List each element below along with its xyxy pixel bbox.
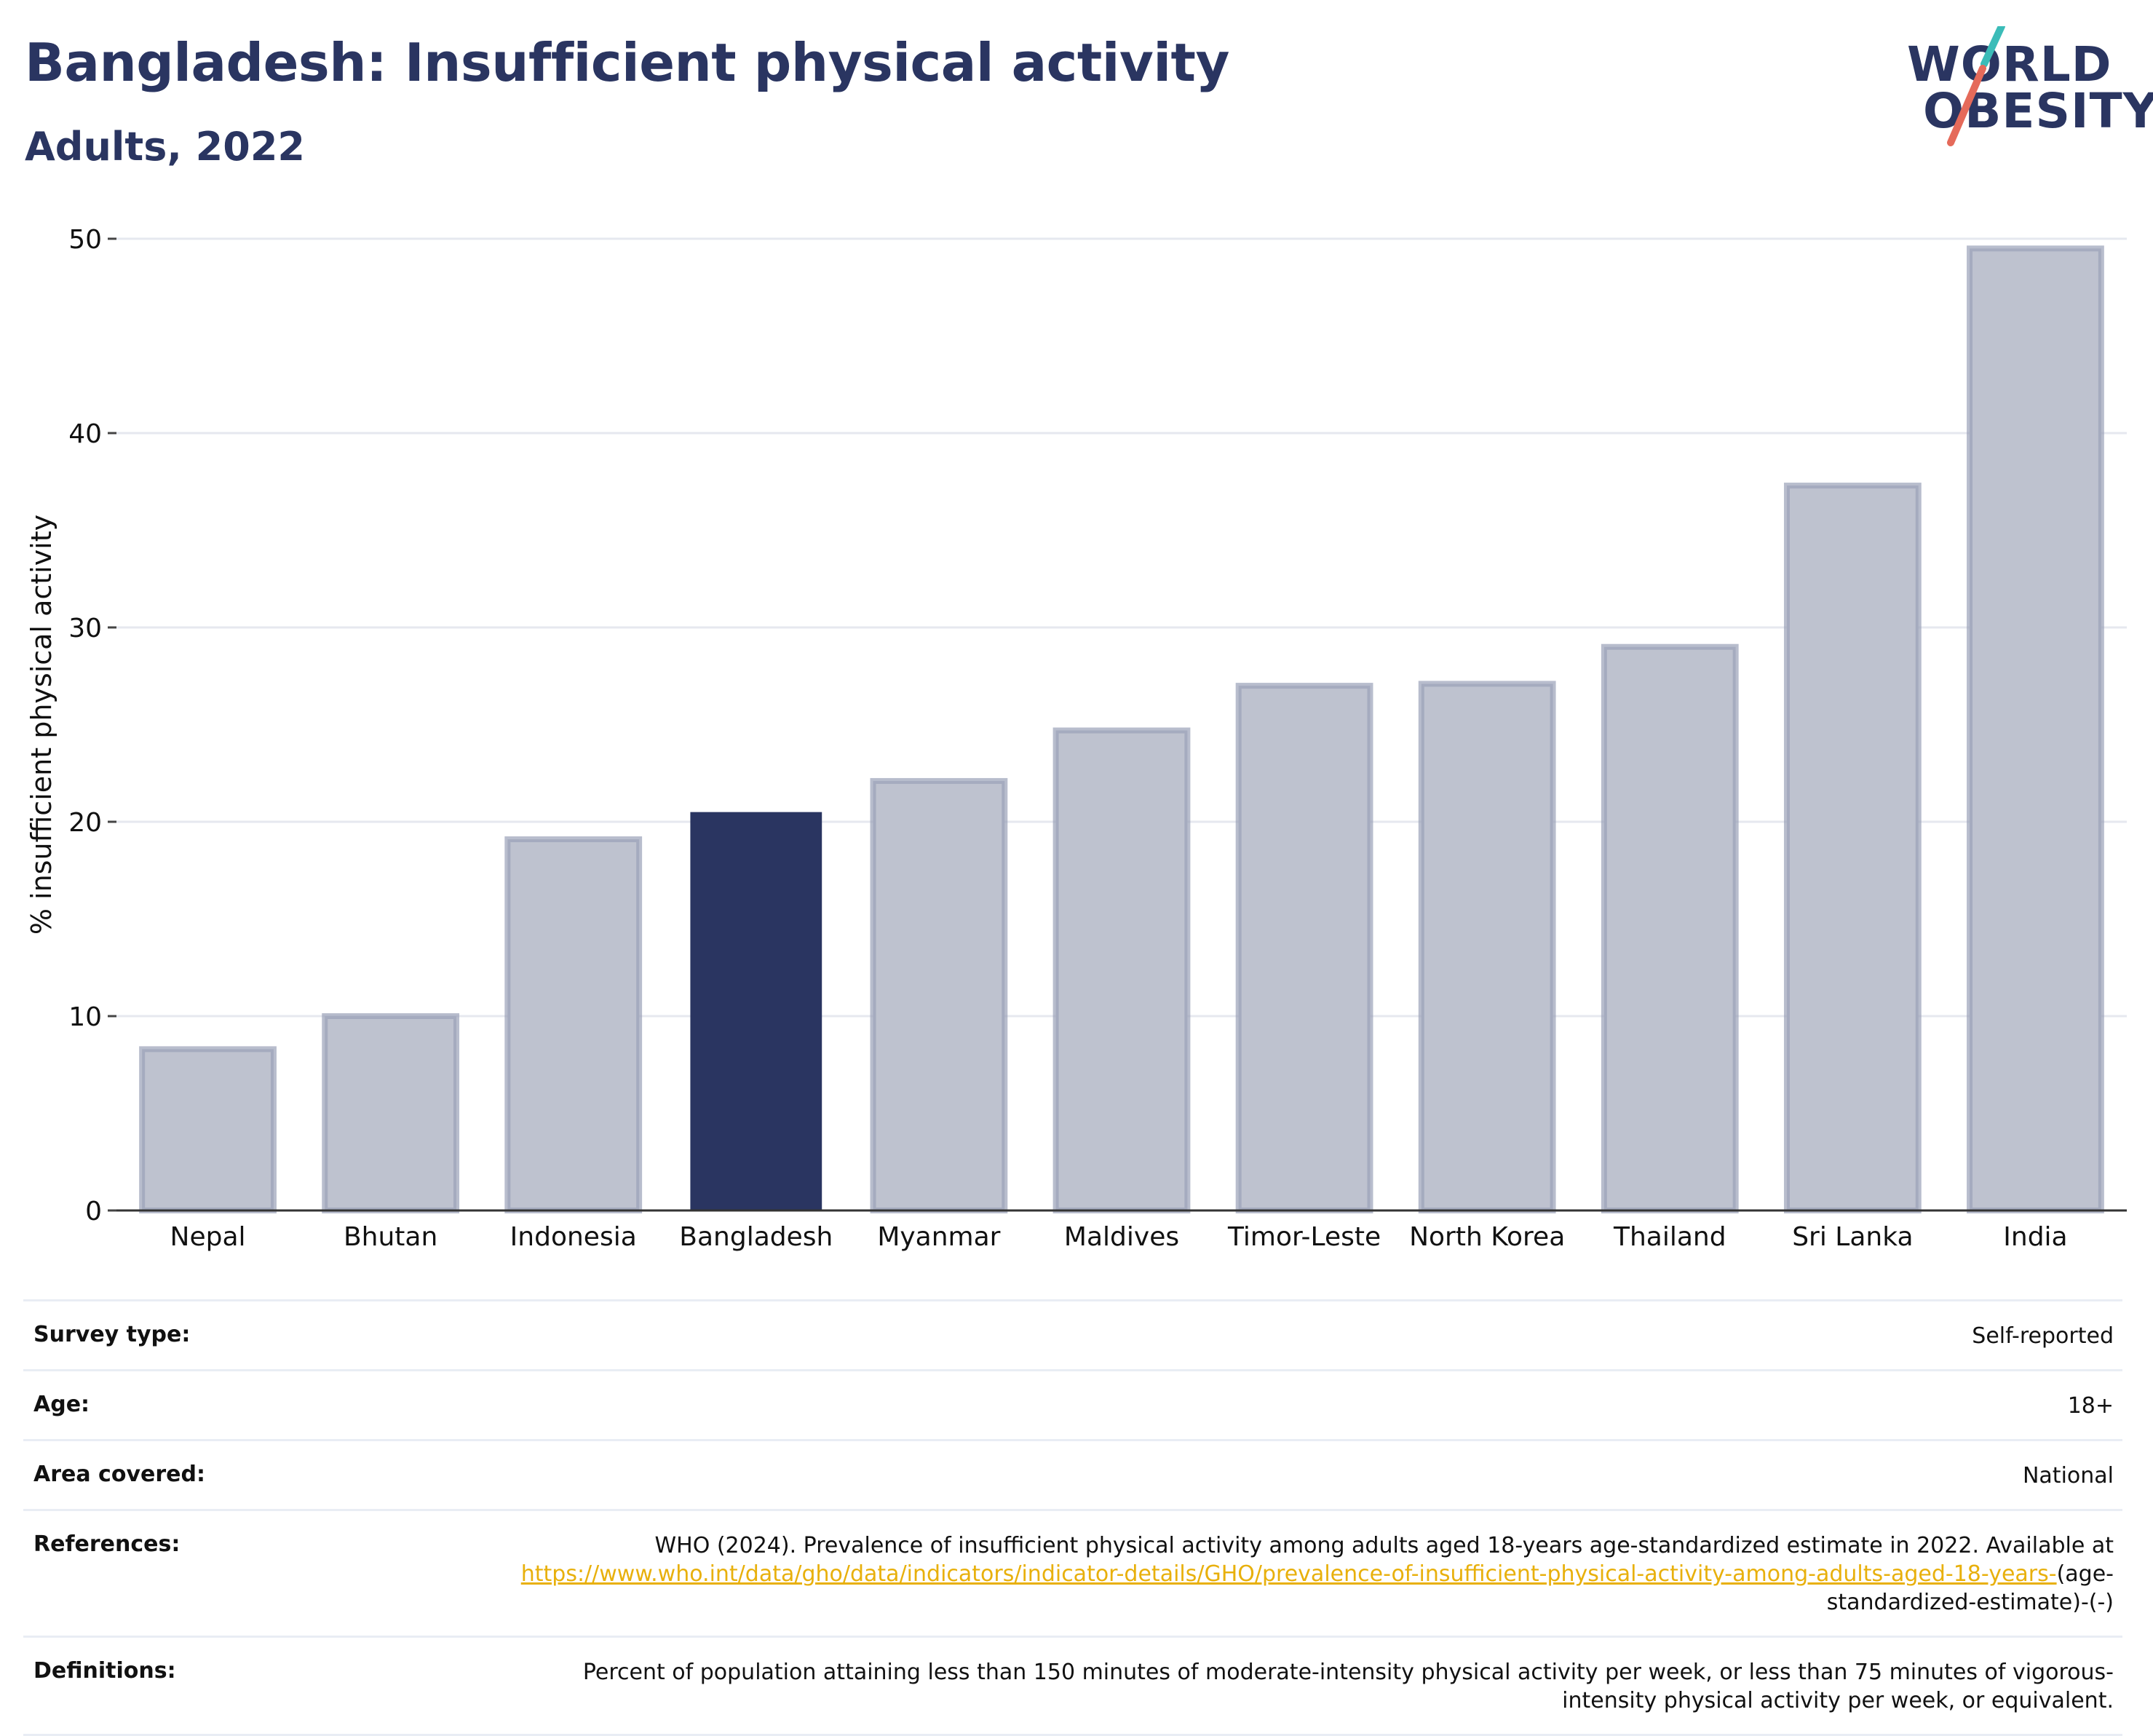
x-tick-label: Maldives: [1064, 1222, 1179, 1252]
x-tick-label: Bhutan: [344, 1222, 437, 1252]
age-value: 18+: [2067, 1393, 2114, 1419]
survey-type-label: Survey type:: [33, 1322, 191, 1347]
area-label: Area covered:: [33, 1462, 205, 1487]
x-tick-label: Nepal: [170, 1222, 246, 1252]
y-tick-label: 10: [68, 1002, 102, 1032]
references-value: WHO (2024). Prevalence of insufficient p…: [498, 1531, 2122, 1617]
bars: [139, 245, 2104, 1214]
x-tick-label: North Korea: [1409, 1222, 1565, 1252]
x-tick-label: Sri Lanka: [1792, 1222, 1913, 1252]
age-label: Age:: [33, 1392, 90, 1417]
page-title: Bangladesh: Insufficient physical activi…: [25, 32, 1229, 93]
bar-sri-lanka[interactable]: [1783, 483, 1922, 1213]
references-suffix: (age-standardized-estimate)-(-): [1826, 1561, 2114, 1615]
references-link[interactable]: https://www.who.int/data/gho/data/indica…: [520, 1561, 2057, 1587]
meta-row-definitions: Definitions: Percent of population attai…: [23, 1636, 2122, 1736]
meta-row-survey-type: Survey type: Self-reported: [23, 1299, 2122, 1369]
bar-chart: 0 10 20 30 40 50 Nepal Bhutan Indonesia Banglades…: [25, 225, 2127, 1252]
y-axis-label: % insufficient physical activity: [25, 515, 58, 935]
bar-maldives[interactable]: [1052, 727, 1191, 1213]
bar-india[interactable]: [1967, 245, 2104, 1214]
x-tick-label: Timor-Leste: [1227, 1222, 1381, 1252]
metadata-table: Survey type: Self-reported Age: 18+ Area…: [23, 1299, 2122, 1736]
logo-word-world: WORLD: [1907, 36, 2112, 92]
axes: 0 10 20 30 40 50 Nepal Bhutan Indonesia Banglades…: [68, 225, 2127, 1252]
definitions-value: Percent of population attaining less tha…: [582, 1660, 2114, 1713]
world-obesity-logo: WORLD OBESITY: [1892, 26, 2153, 157]
bar-nepal[interactable]: [139, 1046, 277, 1214]
x-tick-label: Thailand: [1613, 1222, 1726, 1252]
area-value: National: [2022, 1463, 2114, 1489]
y-tick-label: 40: [68, 419, 102, 449]
meta-row-area: Area covered: National: [23, 1439, 2122, 1509]
x-tick-label: Bangladesh: [679, 1222, 833, 1252]
logo-slash-icon: [1947, 26, 2005, 146]
meta-row-references: References: WHO (2024). Prevalence of in…: [23, 1509, 2122, 1636]
bar-bhutan[interactable]: [322, 1013, 460, 1213]
definitions-label: Definitions:: [33, 1658, 176, 1684]
bar-bangladesh[interactable]: [690, 812, 822, 1210]
bar-myanmar[interactable]: [870, 777, 1008, 1213]
y-tick-label: 0: [85, 1197, 102, 1226]
y-tick-label: 50: [68, 225, 102, 255]
page-subtitle: Adults, 2022: [25, 124, 305, 170]
survey-type-value: Self-reported: [1972, 1323, 2114, 1349]
y-tick-label: 20: [68, 808, 102, 838]
x-tick-label: Myanmar: [877, 1222, 1000, 1252]
references-label: References:: [33, 1531, 181, 1557]
bar-thailand[interactable]: [1601, 643, 1739, 1213]
bar-north-korea[interactable]: [1418, 681, 1556, 1213]
x-tick-label: Indonesia: [510, 1222, 637, 1252]
x-tick-label: India: [2003, 1222, 2067, 1252]
bar-indonesia[interactable]: [504, 836, 643, 1214]
references-text: WHO (2024). Prevalence of insufficient p…: [654, 1533, 2114, 1558]
y-tick-label: 30: [68, 614, 102, 643]
meta-row-age: Age: 18+: [23, 1369, 2122, 1439]
bar-timor-leste[interactable]: [1235, 683, 1373, 1213]
